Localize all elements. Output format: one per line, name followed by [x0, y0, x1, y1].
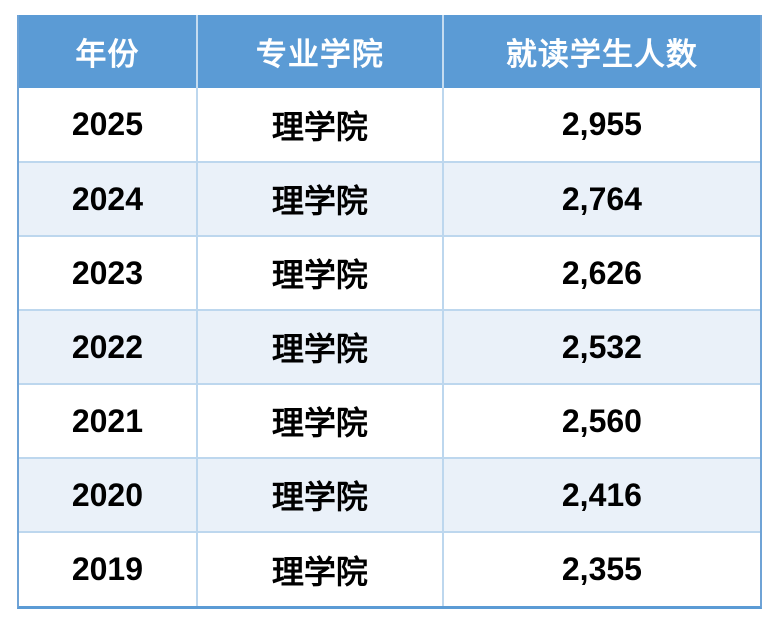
cell-students: 2,626	[441, 235, 760, 311]
cell-college: 理学院	[195, 309, 444, 385]
table-row: 2025 理学院 2,955	[19, 88, 760, 163]
table-row: 2024 理学院 2,764	[19, 161, 760, 237]
cell-students: 2,560	[441, 383, 760, 459]
cell-year: 2025	[19, 88, 198, 163]
cell-college: 理学院	[195, 235, 444, 311]
cell-year: 2020	[19, 457, 198, 533]
enrollment-table: 年份 专业学院 就读学生人数 2025 理学院 2,955 2024 理学院 2…	[19, 15, 760, 606]
cell-college: 理学院	[195, 383, 444, 459]
cell-students: 2,764	[441, 161, 760, 237]
cell-students: 2,955	[441, 88, 760, 163]
cell-students: 2,355	[441, 531, 760, 606]
header-row: 年份 专业学院 就读学生人数	[19, 15, 760, 88]
column-header-college: 专业学院	[196, 15, 444, 88]
column-header-students: 就读学生人数	[442, 15, 760, 88]
cell-year: 2022	[19, 309, 198, 385]
table-row: 2022 理学院 2,532	[19, 309, 760, 385]
table-row: 2021 理学院 2,560	[19, 383, 760, 459]
column-header-year: 年份	[19, 15, 198, 88]
cell-students: 2,416	[441, 457, 760, 533]
cell-college: 理学院	[195, 457, 444, 533]
table-row: 2020 理学院 2,416	[19, 457, 760, 533]
cell-year: 2019	[19, 531, 198, 606]
cell-year: 2021	[19, 383, 198, 459]
cell-college: 理学院	[195, 88, 444, 163]
cell-college: 理学院	[195, 531, 444, 606]
enrollment-table-container: 年份 专业学院 就读学生人数 2025 理学院 2,955 2024 理学院 2…	[17, 15, 762, 609]
cell-students: 2,532	[441, 309, 760, 385]
cell-year: 2024	[19, 161, 198, 237]
cell-college: 理学院	[195, 161, 444, 237]
table-row: 2023 理学院 2,626	[19, 235, 760, 311]
table-body: 2025 理学院 2,955 2024 理学院 2,764 2023 理学院 2…	[19, 88, 760, 606]
table-header: 年份 专业学院 就读学生人数	[19, 15, 760, 88]
cell-year: 2023	[19, 235, 198, 311]
table-row: 2019 理学院 2,355	[19, 531, 760, 606]
